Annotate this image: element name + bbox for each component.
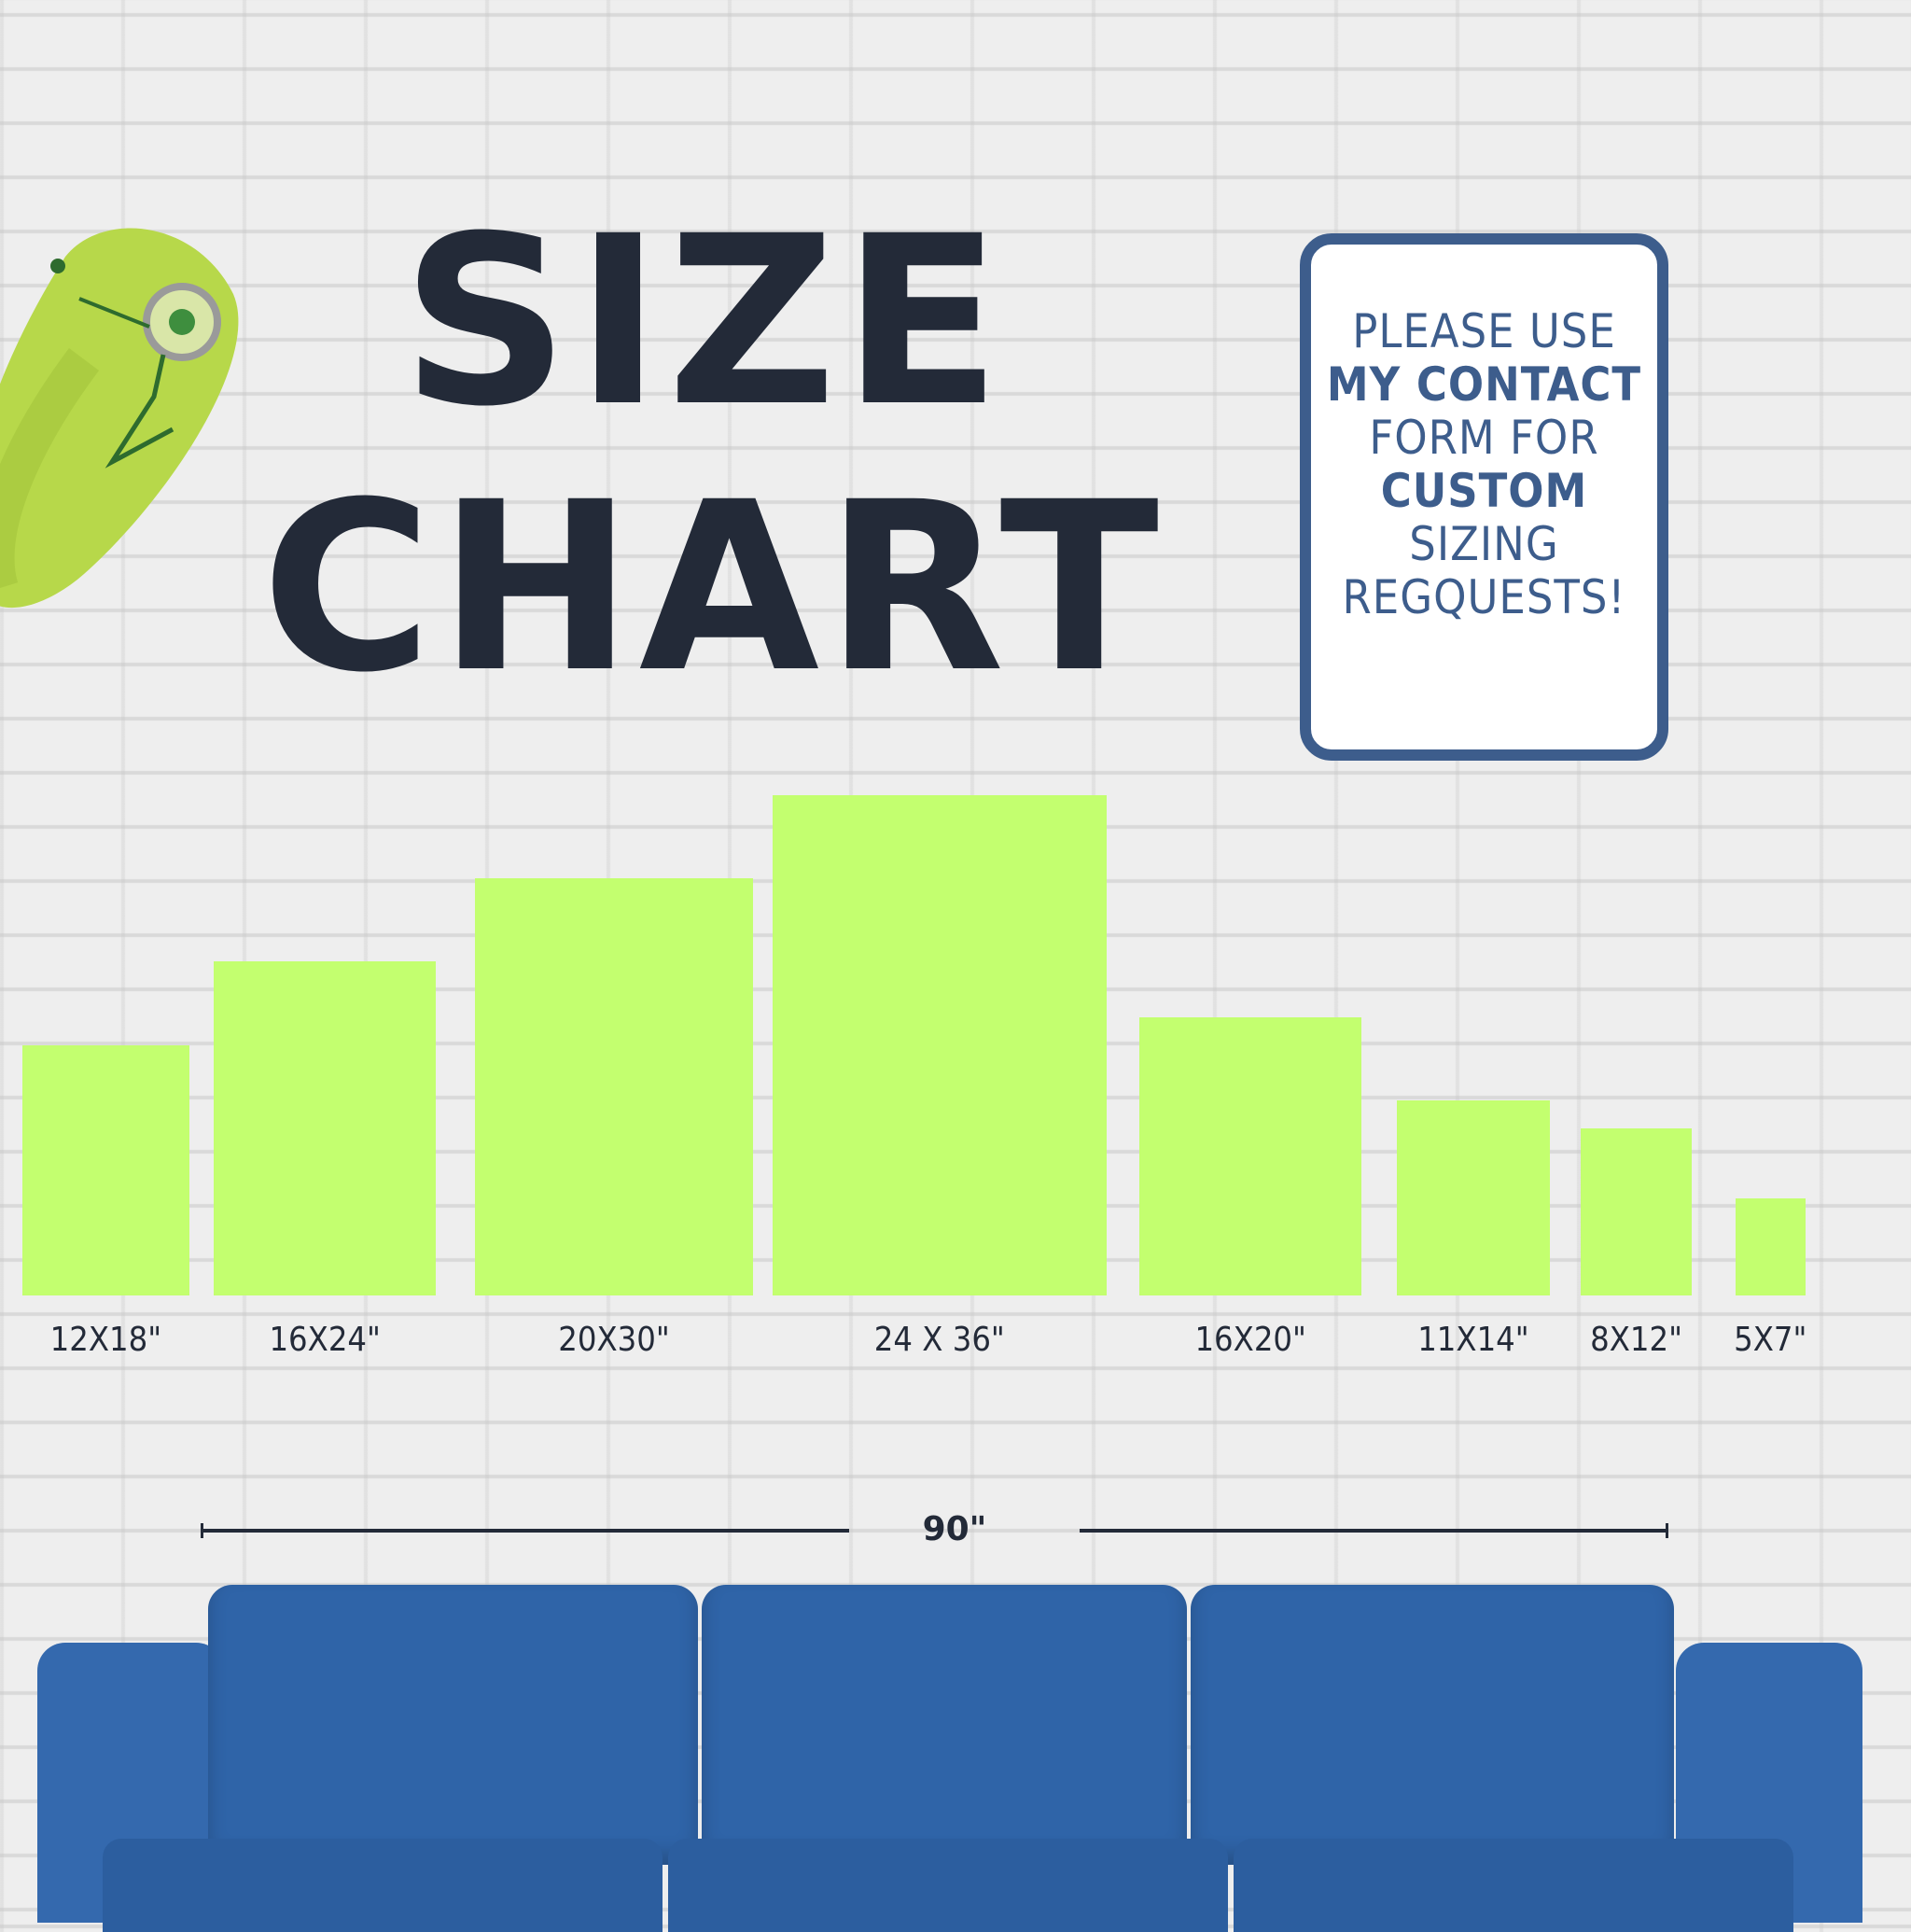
bar-label: 5X7" [1734,1321,1807,1359]
bar-0 [22,1044,189,1295]
sofa-seat-cushion [103,1839,663,1932]
span-tick-right [1666,1523,1668,1538]
bar-label: 11X14" [1417,1321,1529,1359]
bar-4 [1139,1017,1362,1295]
bar-5 [1397,1100,1550,1295]
title-line-2: CHART [261,452,1165,723]
bar-label: 16X24" [269,1321,381,1359]
pickle-mascot-icon [0,219,243,611]
sofa-seat-cushion [668,1839,1228,1932]
sofa-seat-cushion [1234,1839,1793,1932]
note-line: REGQUESTS! [1342,569,1626,624]
span-label: 90" [922,1510,987,1548]
bar-1 [214,961,437,1295]
sofa-back-cushion [208,1585,698,1865]
span-rule-left [201,1529,849,1533]
bar-label: 16X20" [1194,1321,1306,1359]
note-line: MY CONTACT [1326,357,1642,412]
custom-sizing-note: PLEASE USE MY CONTACT FORM FOR CUSTOM SI… [1300,233,1668,761]
span-rule-right [1080,1529,1667,1533]
sofa-icon [37,1585,1862,1932]
sofa-back-cushion [702,1585,1187,1865]
note-line: CUSTOM [1380,463,1588,518]
bar-7 [1736,1197,1806,1295]
bar-label: 12X18" [49,1321,162,1359]
bar-6 [1581,1128,1693,1295]
bar-label: 8X12" [1590,1321,1683,1359]
sofa-back-cushion [1191,1585,1674,1865]
note-line: PLEASE USE [1352,303,1616,358]
title-line-1: SIZE [401,186,1008,457]
bar-label: 24 X 36" [873,1321,1005,1359]
note-line: FORM FOR [1369,410,1599,465]
bar-3 [773,794,1107,1295]
bar-label: 20X30" [558,1321,670,1359]
bar-2 [475,878,753,1295]
note-line: SIZING [1409,516,1559,571]
